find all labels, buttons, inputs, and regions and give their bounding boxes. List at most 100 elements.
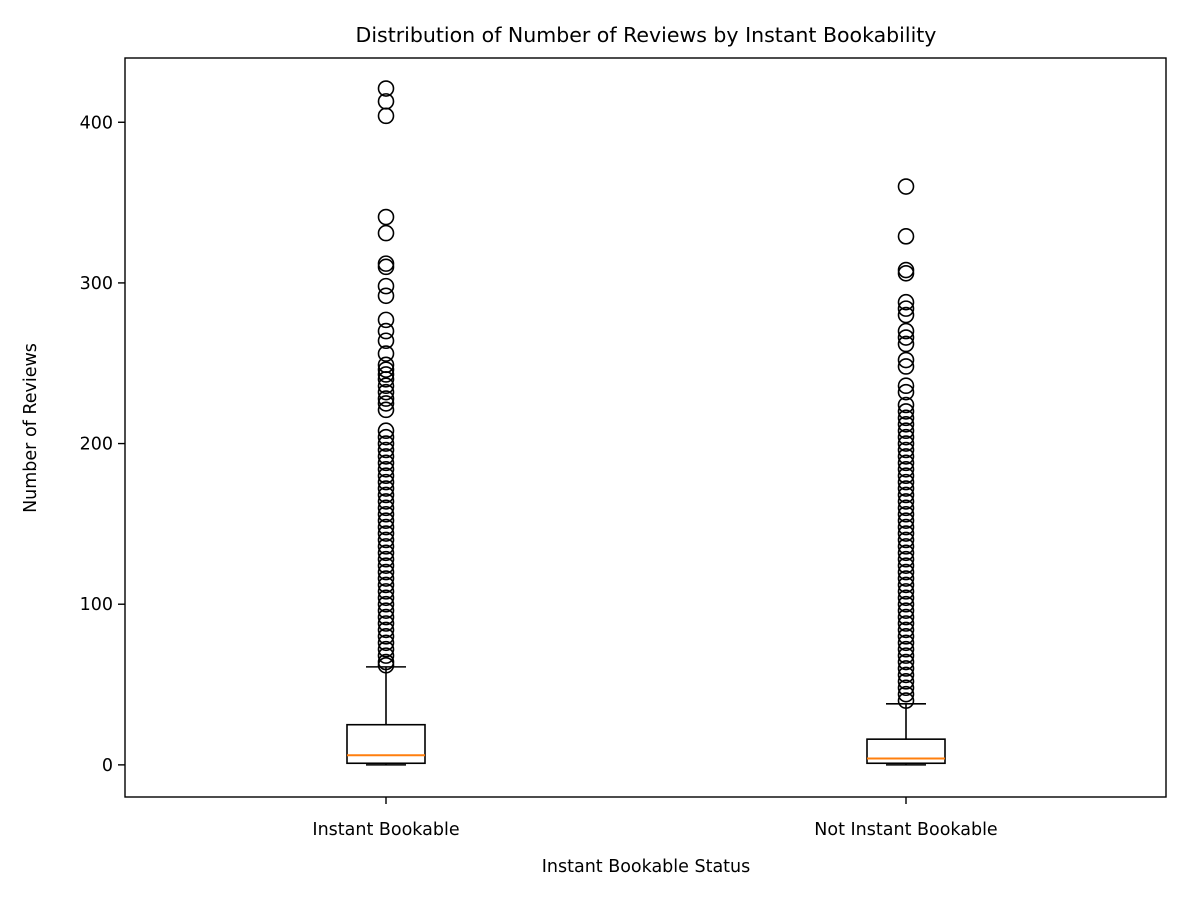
outlier-point [897, 473, 915, 491]
outlier-point [897, 467, 915, 484]
outlier-point [897, 660, 915, 677]
y-tick-label: 400 [80, 113, 113, 133]
outlier-point [377, 422, 395, 440]
outlier-point [897, 358, 915, 375]
outlier-point [377, 647, 395, 664]
outlier-point [377, 345, 395, 362]
outlier-point [897, 685, 915, 703]
box-group-2 [866, 178, 946, 766]
y-tick-label: 200 [80, 435, 113, 455]
outlier-point [897, 435, 915, 452]
outlier-point [897, 441, 915, 459]
outlier-point [377, 563, 395, 581]
outlier-point [377, 512, 395, 529]
outlier-point [897, 300, 915, 317]
outlier-point [897, 493, 915, 510]
outlier-point [897, 602, 915, 619]
outlier-point [377, 493, 395, 510]
outlier-point [897, 293, 915, 311]
outlier-point [377, 640, 395, 658]
outlier-point [897, 518, 915, 536]
outlier-point [897, 422, 915, 440]
y-axis: 0 100 200 300 400 [80, 113, 125, 776]
y-tick-label: 300 [80, 274, 113, 294]
outlier-point [897, 531, 915, 549]
outlier-point [897, 557, 915, 574]
outlier-point [897, 653, 915, 671]
x-axis: Instant Bookable Not Instant Bookable [312, 797, 998, 840]
outlier-point [377, 383, 395, 401]
outlier-point [377, 401, 395, 419]
outlier-point [897, 448, 915, 465]
outlier-point [377, 441, 395, 459]
outlier-point [897, 525, 915, 542]
outlier-point [377, 525, 395, 542]
outlier-point [377, 480, 395, 497]
outlier-point [897, 403, 915, 420]
outlier-point [377, 258, 395, 276]
outlier-point [897, 377, 915, 395]
outlier-point [897, 460, 915, 478]
outlier-point [377, 366, 395, 383]
outlier-point [897, 608, 915, 626]
outlier-point [377, 208, 395, 226]
outlier-point [897, 583, 915, 600]
iqr-box [866, 738, 946, 765]
outlier-point [897, 621, 915, 639]
outlier-point [897, 679, 915, 697]
outlier-point [377, 377, 395, 395]
outlier-point [897, 505, 915, 523]
outlier-point [377, 371, 395, 388]
outlier-point [377, 486, 395, 504]
outlier-point [897, 615, 915, 632]
outlier-point [897, 261, 915, 279]
outlier-point [897, 329, 915, 346]
outlier-point [897, 228, 915, 245]
outlier-point [897, 550, 915, 568]
outlier-point [377, 224, 395, 242]
outlier-point [377, 454, 395, 472]
outlier-point [377, 656, 395, 674]
outlier-point [377, 435, 395, 452]
x-axis-label: Instant Bookable Status [542, 857, 751, 877]
outlier-point [377, 395, 395, 412]
y-tick-label: 100 [80, 595, 113, 615]
outlier-point [377, 531, 395, 549]
outlier-point [897, 666, 915, 684]
outlier-point [377, 505, 395, 523]
outlier-point [897, 178, 915, 195]
outlier-point [377, 428, 395, 446]
outlier-point [897, 628, 915, 645]
outlier-point [897, 499, 915, 517]
outlier-point [897, 454, 915, 472]
outlier-point [897, 480, 915, 497]
outlier-point [897, 570, 915, 587]
outlier-point [897, 322, 915, 340]
chart-title: Distribution of Number of Reviews by Ins… [356, 23, 937, 47]
x-tick-label: Instant Bookable [312, 820, 459, 840]
outlier-point [897, 589, 915, 607]
outlier-point [897, 264, 915, 282]
outlier-point [377, 107, 395, 125]
plot-area [346, 80, 946, 766]
outlier-point [377, 311, 395, 329]
outlier-point [897, 634, 915, 652]
box-group-1 [346, 80, 426, 766]
outlier-point [377, 460, 395, 478]
outlier-point [377, 628, 395, 645]
outlier-point [897, 335, 915, 353]
outlier-point [897, 512, 915, 529]
outlier-point [377, 448, 395, 465]
y-tick-label: 0 [102, 756, 113, 776]
outlier-point [377, 595, 395, 613]
outlier-point [377, 583, 395, 600]
outlier-point [897, 428, 915, 446]
outlier-point [377, 390, 395, 407]
outlier-point [377, 557, 395, 574]
outlier-point [377, 255, 395, 272]
outlier-point [377, 473, 395, 491]
outlier-point [377, 80, 395, 97]
outlier-point [377, 589, 395, 607]
outlier-point [377, 361, 395, 378]
outlier-point [377, 538, 395, 555]
